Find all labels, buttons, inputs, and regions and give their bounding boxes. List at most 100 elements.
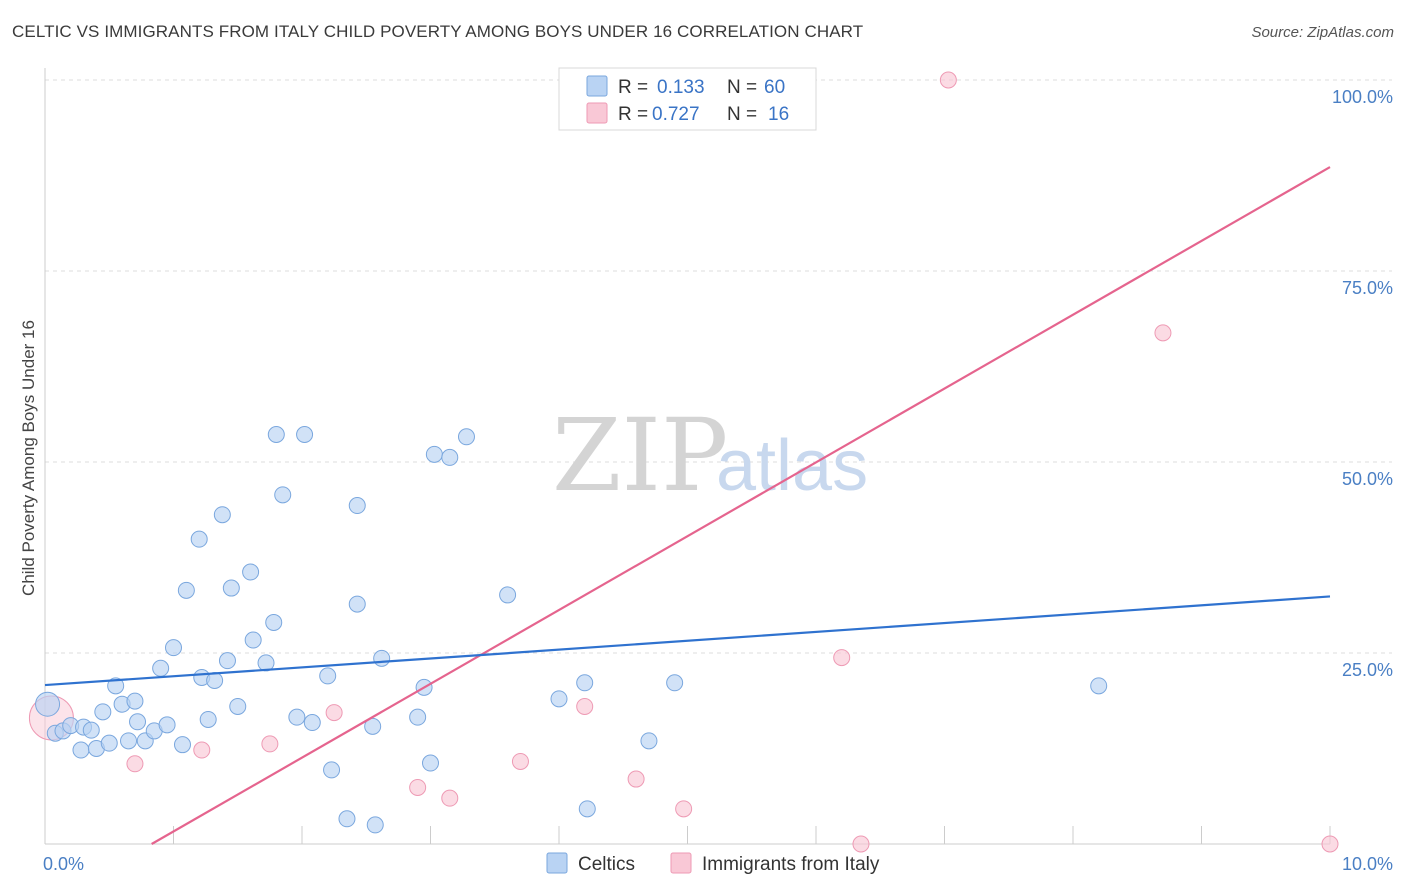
grid-layer (45, 79, 1392, 654)
celtics-point (242, 563, 260, 581)
celtics-point (265, 613, 283, 631)
celtics-point (177, 581, 195, 599)
italy-point (511, 752, 529, 770)
correlation-legend: R = 0.133 N = 60 R = 0.727 N = 16 (558, 67, 817, 131)
legend-italy-label: Immigrants from Italy (702, 854, 880, 875)
celtics-point (222, 579, 240, 597)
series-legend: Celtics Immigrants from Italy (546, 852, 880, 875)
y-axis-label: Child Poverty Among Boys Under 16 (19, 320, 38, 596)
italy-point (675, 800, 693, 818)
italy-trend-line (151, 166, 1331, 845)
legend-celtics-label: Celtics (578, 854, 635, 875)
celtics-point (126, 692, 144, 710)
celtics-point (348, 595, 366, 613)
celtics-point (72, 741, 90, 759)
italy-point (261, 735, 279, 753)
celtics-point (107, 677, 125, 695)
legend-n-value: 16 (768, 104, 789, 125)
legend-celtics-swatch (586, 75, 608, 97)
italy-point (409, 778, 427, 796)
axis-layer: 25.0% 50.0% 75.0% 100.0% 0.0% 10.0% (43, 68, 1393, 874)
celtics-point (666, 674, 684, 692)
celtics-point (129, 713, 147, 731)
trend-layer (44, 166, 1331, 845)
celtics-point (165, 639, 182, 657)
celtics-point (229, 697, 247, 715)
y-tick-label: 25.0% (1342, 660, 1393, 680)
celtics-point (274, 486, 292, 504)
legend-italy-swatch (670, 852, 692, 874)
celtics-point (152, 659, 170, 677)
celtics-point (319, 667, 337, 685)
italy-point (852, 835, 870, 853)
italy-point (833, 649, 851, 667)
watermark: ZIP atlas (552, 397, 868, 514)
x-tick-label: 10.0% (1342, 854, 1393, 874)
y-tick-label: 75.0% (1342, 278, 1393, 298)
celtics-point (206, 672, 224, 690)
celtics-point (409, 708, 427, 726)
legend-n-label: N = (727, 104, 757, 125)
italy-point (1154, 324, 1172, 342)
legend-n-value: 60 (764, 77, 785, 98)
italy-point (193, 741, 211, 759)
y-tick-label: 100.0% (1332, 87, 1393, 107)
celtics-point (425, 445, 443, 463)
italy-point (126, 755, 144, 773)
legend-celtics-swatch (546, 852, 568, 874)
italy-point (627, 770, 645, 788)
legend-italy-swatch (586, 102, 608, 124)
legend-r-value: 0.727 (652, 104, 700, 125)
italy-point (576, 697, 594, 715)
celtics-point (303, 714, 321, 732)
celtics-point (218, 652, 236, 670)
celtics-point (244, 631, 262, 649)
celtics-point (457, 428, 475, 446)
legend-r-value: 0.133 (657, 77, 705, 98)
celtics-point (373, 649, 391, 667)
celtics-point (422, 754, 439, 772)
italy-point (441, 789, 459, 807)
italy-point (1321, 835, 1339, 853)
celtics-point (190, 530, 208, 548)
celtics-point (94, 703, 112, 721)
celtics-point (578, 800, 596, 818)
celtics-point (323, 761, 341, 779)
celtics-point (576, 674, 594, 692)
celtics-point (499, 586, 517, 604)
watermark-atlas: atlas (716, 426, 868, 506)
celtics-point (288, 708, 306, 726)
italy-point (325, 704, 343, 722)
celtics-point (267, 425, 285, 443)
celtics-point (120, 732, 138, 750)
chart-title: CELTIC VS IMMIGRANTS FROM ITALY CHILD PO… (12, 22, 864, 41)
y-tick-label: 50.0% (1342, 469, 1393, 489)
celtics-points (35, 425, 1108, 834)
celtics-point (199, 710, 217, 728)
celtics-point (364, 717, 382, 735)
celtics-point (366, 816, 384, 834)
x-tick-label: 0.0% (43, 854, 84, 874)
legend-r-label: R = (618, 77, 648, 98)
celtics-point (35, 691, 61, 717)
watermark-zip: ZIP (552, 397, 728, 514)
celtics-point (1090, 677, 1108, 695)
celtics-point (550, 690, 568, 708)
celtics-point (640, 732, 658, 750)
chart-source: Source: ZipAtlas.com (1251, 24, 1394, 41)
celtics-point (82, 721, 100, 739)
celtics-point (100, 734, 118, 752)
italy-point (939, 71, 957, 89)
celtics-point (348, 497, 366, 515)
celtics-point (173, 736, 191, 754)
italy-points (28, 71, 1339, 853)
celtics-point (338, 810, 356, 828)
legend-n-label: N = (727, 77, 757, 98)
celtics-point (441, 448, 459, 466)
legend-r-label: R = (618, 104, 648, 125)
celtics-point (296, 425, 314, 443)
celtics-trend-line (44, 595, 1331, 687)
celtics-point (158, 716, 176, 734)
celtics-point (213, 506, 231, 524)
